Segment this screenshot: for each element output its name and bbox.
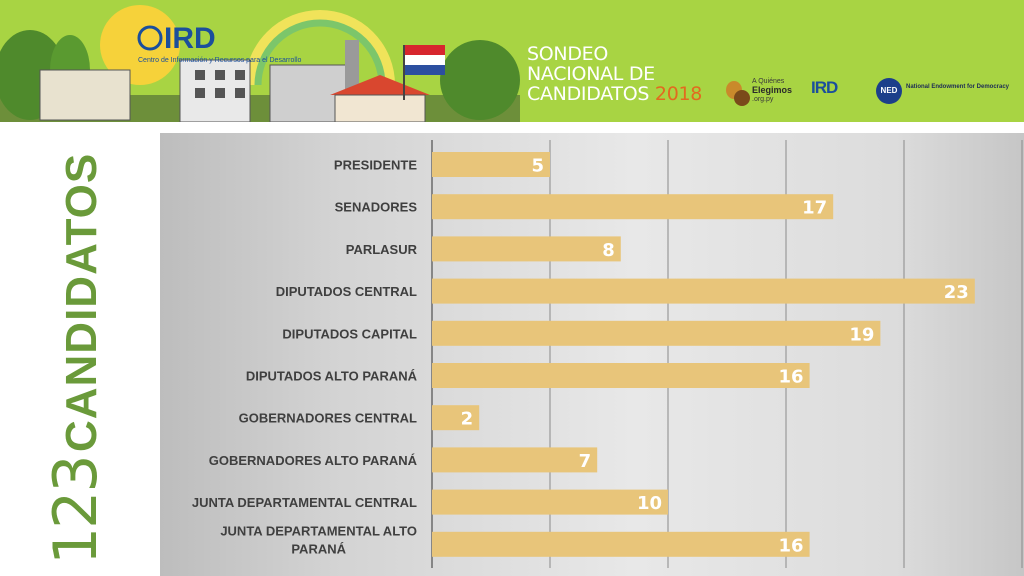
category-label: SENADORES: [335, 200, 418, 215]
category-label: GOBERNADORES ALTO PARANÁ: [209, 453, 418, 468]
bar: [432, 320, 881, 346]
page-title: SONDEO NACIONAL DE CANDIDATOS 2018: [527, 44, 702, 104]
header-logo-subtitle: Centro de Información y Recursos para el…: [138, 57, 302, 64]
data-label: 16: [779, 535, 804, 556]
header-logo-text: IRD: [164, 22, 216, 55]
bar: [432, 405, 480, 431]
bar: [432, 363, 810, 388]
data-label: 7: [579, 451, 592, 472]
bar: [432, 152, 550, 177]
data-label: 17: [802, 198, 827, 219]
category-label: JUNTA DEPARTAMENTAL ALTO PARANÁ: [220, 523, 417, 556]
category-label: PRESIDENTE: [334, 158, 417, 173]
data-label: 5: [531, 156, 544, 177]
category-label: DIPUTADOS CAPITAL: [282, 326, 417, 341]
data-label: 23: [944, 282, 969, 303]
data-label: 2: [461, 409, 474, 430]
aq-line-2: Elegimos: [752, 85, 793, 95]
title-line-3: CANDIDATOS: [527, 83, 650, 105]
category-label: DIPUTADOS CENTRAL: [276, 284, 417, 299]
ird-logo-text: IRD: [811, 78, 838, 97]
town-illustration: IRD Centro de Información y Recursos par…: [0, 0, 520, 122]
category-label: PARLASUR: [346, 242, 418, 257]
bar: [432, 194, 834, 220]
ned-logo: NED National Endowment for Democracy: [876, 76, 1009, 110]
bar: [432, 489, 668, 515]
aq-line-1: A Quiénes: [752, 78, 785, 85]
bar: [432, 278, 975, 304]
ned-badge: NED: [876, 78, 902, 104]
bar: [432, 447, 598, 473]
data-label: 10: [637, 493, 662, 514]
header-banner: IRD Centro de Información y Recursos par…: [0, 0, 1024, 122]
data-label: 8: [602, 240, 615, 261]
category-label: GOBERNADORES CENTRAL: [239, 411, 417, 426]
a-quienes-elegimos-logo: A Quiénes Elegimos .org.py: [724, 76, 800, 110]
data-label: 19: [849, 324, 874, 345]
ird-logo: IRD: [808, 76, 868, 110]
title-line-1: SONDEO: [527, 43, 609, 65]
bar: [432, 531, 810, 557]
bar: [432, 236, 621, 262]
aq-line-3: .org.py: [752, 96, 774, 103]
finger-prints-icon: [726, 81, 750, 106]
ned-name: National Endowment for Democracy: [906, 84, 1010, 90]
data-label: 16: [779, 367, 804, 388]
title-year: 2018: [654, 83, 703, 105]
category-label: JUNTA DEPARTAMENTAL CENTRAL: [192, 495, 417, 510]
title-line-2: NACIONAL DE: [527, 63, 655, 85]
category-label: DIPUTADOS ALTO PARANÁ: [246, 369, 418, 384]
